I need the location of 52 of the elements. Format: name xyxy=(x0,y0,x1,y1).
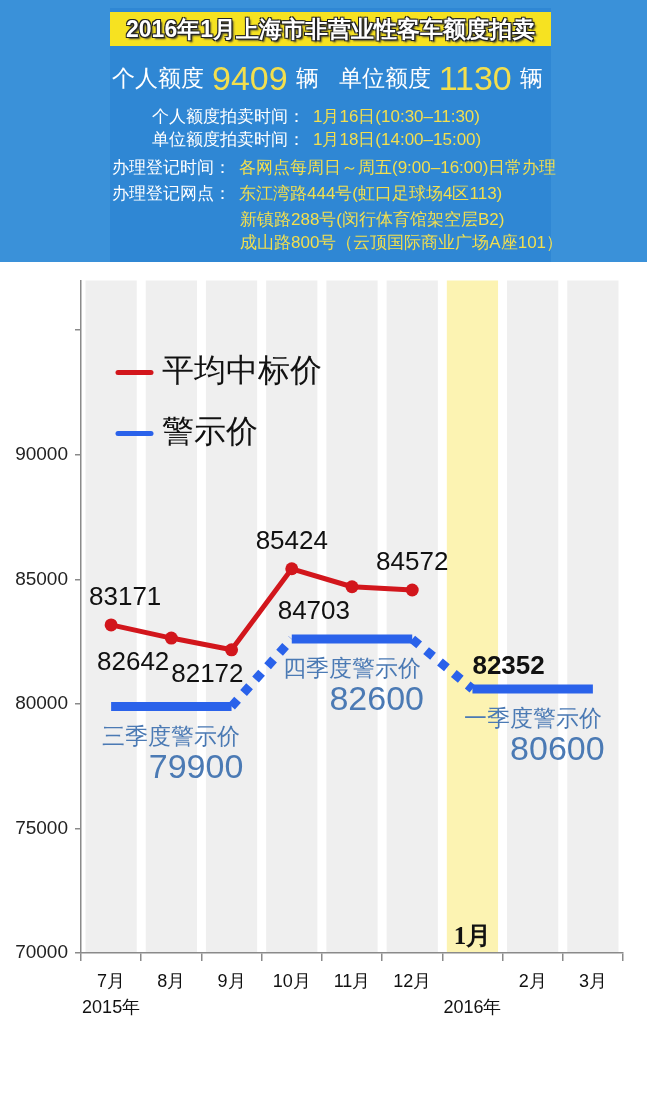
text: 单位额度拍卖时间： xyxy=(152,128,305,151)
text: 9409 xyxy=(212,58,288,98)
legend-label: 平均中标价 xyxy=(162,352,322,389)
text: 1130 xyxy=(438,58,512,98)
data-label: 82172 xyxy=(171,657,244,688)
y-tick-label: 80000 xyxy=(15,692,68,714)
annotation: 三季度警示价 xyxy=(102,722,241,749)
data-label: 84572 xyxy=(376,546,449,577)
y-tick-label: 75000 xyxy=(15,816,68,838)
x-tick-label: 8月 xyxy=(157,971,186,992)
point xyxy=(164,631,178,645)
text: 1月18日(14:00–15:00) xyxy=(313,128,482,151)
text: 单位额度 xyxy=(338,63,431,93)
x-tick-label: 10月 xyxy=(272,971,311,992)
data-label: 85424 xyxy=(255,524,328,555)
annotation: 一季度警示价 xyxy=(463,705,602,732)
annotation: 82352 xyxy=(472,650,545,681)
x-tick-label: 9月 xyxy=(217,971,246,992)
x-tick-label: 12月 xyxy=(393,971,432,992)
point xyxy=(285,562,299,576)
text: 辆 xyxy=(295,63,319,93)
x-tick-label: 3月 xyxy=(578,971,607,992)
data-label: 84703 xyxy=(277,594,350,625)
point xyxy=(405,583,419,597)
category-label: 1月 2016年 xyxy=(443,922,502,1018)
x-tick-label: 11月 xyxy=(333,971,371,992)
text: 东江湾路444号(虹口足球场4区113) xyxy=(239,182,503,205)
data-label: 80600 xyxy=(510,729,605,768)
data-label: 82600 xyxy=(329,679,424,718)
data-label: 83171 xyxy=(89,581,162,612)
annotation: 四季度警示价 xyxy=(283,655,421,682)
y-tick-label: 90000 xyxy=(15,443,68,465)
text: 办理登记网点： xyxy=(112,182,231,205)
data-label: 79900 xyxy=(148,746,244,785)
point xyxy=(225,643,239,657)
text: 办理登记时间： xyxy=(112,156,231,179)
text: 成山路800号（云顶国际商业广场A座101） xyxy=(240,231,564,254)
data-label: 82642 xyxy=(97,646,170,677)
y-tick-label: 85000 xyxy=(15,567,68,589)
point xyxy=(345,580,359,594)
text: 新镇路288号(闵行体育馆架空层B2) xyxy=(240,208,505,231)
text: 个人额度拍卖时间： xyxy=(152,105,305,128)
text: 各网点每周日～周五(9:00–16:00)日常办理 xyxy=(239,156,557,179)
text: 个人额度 xyxy=(112,63,204,93)
y-tick-label: 70000 xyxy=(15,941,68,963)
point xyxy=(104,618,118,632)
chart-title: 2016年1月上海市非营业性客车额度拍卖 xyxy=(126,14,535,44)
x-tick-label: 7月 2015年 xyxy=(82,971,141,1018)
x-tick-label: 2月 xyxy=(518,971,547,992)
legend-label: 警示价 xyxy=(162,413,258,450)
text: 辆 xyxy=(519,63,543,93)
text: 1月16日(10:30–11:30) xyxy=(313,105,480,128)
